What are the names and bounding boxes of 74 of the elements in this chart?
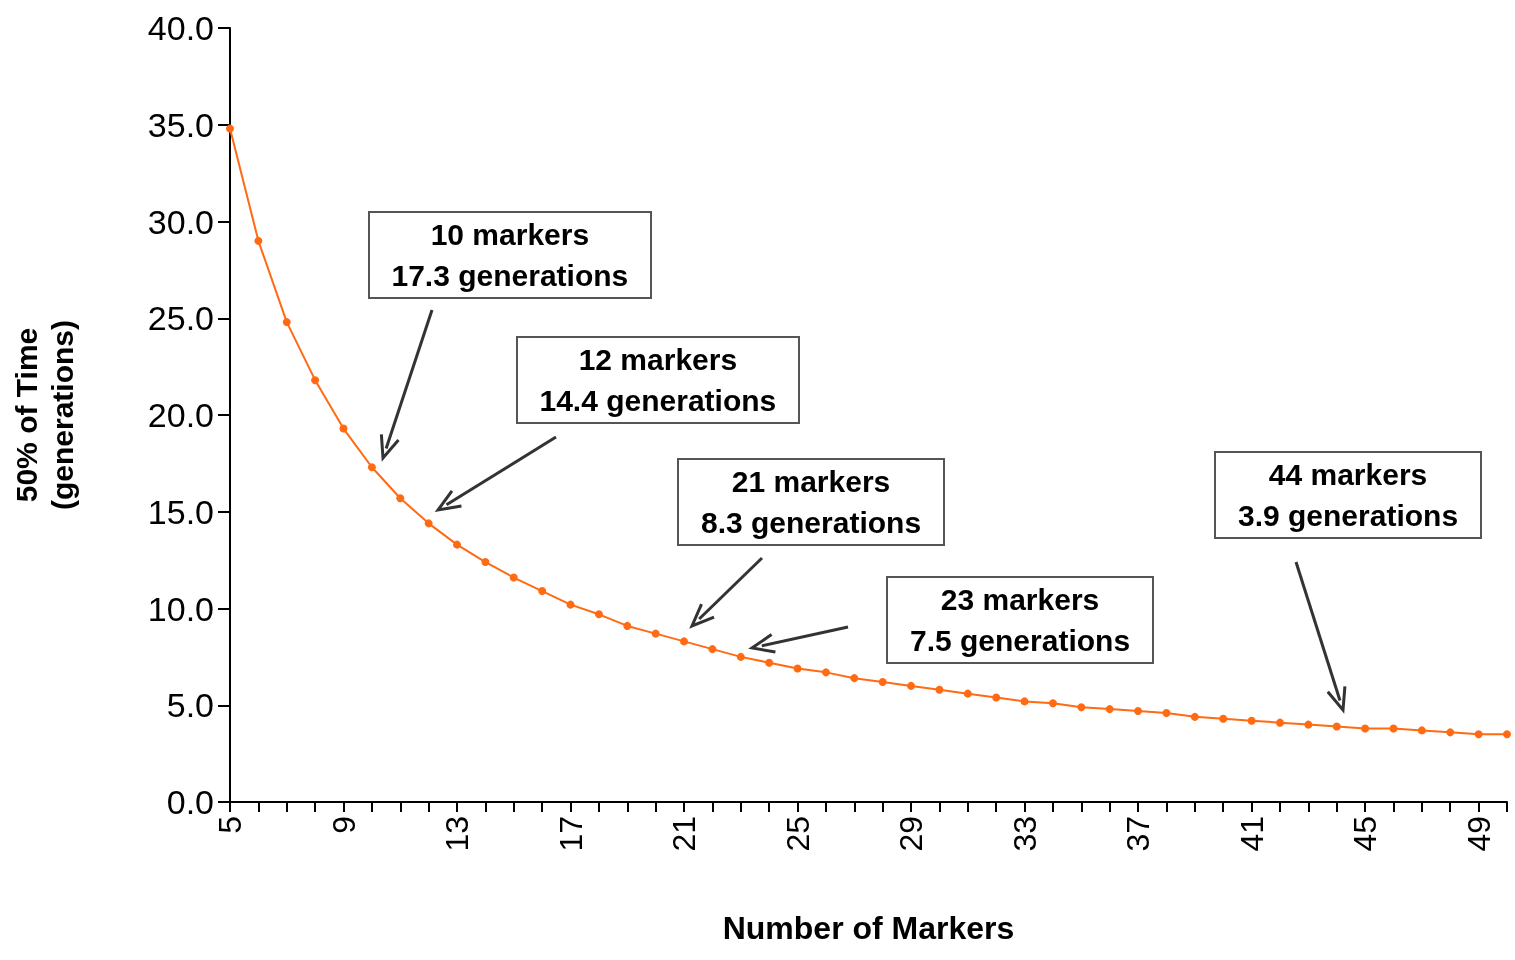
y-tick-label: 35.0 [147,105,214,144]
x-tick-label: 17 [552,816,589,852]
point [538,587,547,596]
point [1446,728,1455,737]
point [1389,724,1398,733]
point [878,678,887,687]
point [566,600,575,609]
point [1304,720,1313,729]
annotation: 23 markers 7.5 generations [886,576,1155,664]
point [992,693,1001,702]
annotation: 12 markers 14.4 generations [515,336,801,424]
point [935,685,944,694]
point [708,645,717,654]
point [680,637,689,646]
y-tick-label: 10.0 [147,589,214,628]
point [1332,722,1341,731]
y-tick-label: 0.0 [166,783,214,821]
point [651,629,660,638]
x-tick-label: 21 [666,816,703,852]
point [765,658,774,667]
y-tick-label: 5.0 [166,686,214,725]
x-tick-label: 33 [1006,816,1043,852]
point [1134,707,1143,716]
x-tick-label: 41 [1233,816,1270,852]
x-tick-label: 13 [439,816,476,852]
point [424,519,433,528]
point [1048,699,1057,708]
point [594,610,603,619]
point [1020,697,1029,706]
y-tick-label: 30.0 [147,202,214,241]
point [1162,708,1171,717]
y-tick-label: 20.0 [147,396,214,434]
point [1105,705,1114,714]
x-tick-label: 49 [1460,816,1497,852]
point [623,621,632,630]
y-axis-title: 50% of Time (generations) [9,319,79,511]
point [367,463,376,472]
x-axis-title: Number of Markers [722,910,1015,946]
point [282,318,291,327]
point [1474,730,1483,739]
y-tick-label: 40.0 [147,9,214,47]
point [736,652,745,661]
point [311,376,320,385]
point [1077,703,1086,712]
y-tick-label: 25.0 [147,299,214,338]
point [254,236,263,245]
y-tick-label: 15.0 [147,492,214,531]
point [793,664,802,673]
point [907,681,916,690]
point [226,124,234,133]
annotation: 44 markers 3.9 generations [1214,451,1483,539]
point [1247,716,1256,725]
point [339,424,348,433]
point [1219,714,1228,723]
x-tick-label: 45 [1347,816,1384,852]
x-tick-label: 9 [325,816,362,834]
x-tick-label: 5 [212,816,248,834]
point [509,573,518,582]
point [453,540,462,549]
point [1275,718,1284,727]
point [850,674,859,683]
point [963,689,972,698]
point [481,558,490,567]
x-tick-label: 37 [1120,816,1157,852]
x-tick-label: 29 [893,816,930,852]
point [1417,726,1426,735]
point [396,494,405,503]
annotation: 10 markers 17.3 generations [367,211,653,299]
point [1361,724,1370,733]
point [1190,712,1199,721]
point [821,668,830,677]
point [1503,730,1511,739]
annotation: 21 markers 8.3 generations [677,458,946,546]
x-tick-label: 25 [779,816,816,852]
